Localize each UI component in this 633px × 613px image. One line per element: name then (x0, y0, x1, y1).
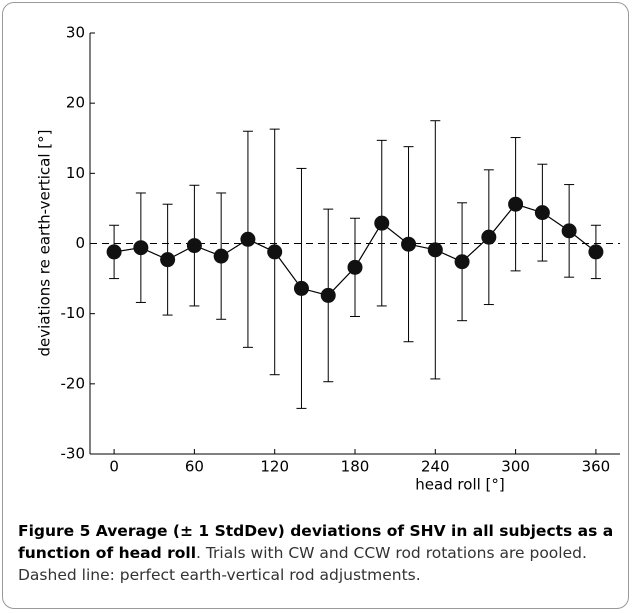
y-tick-label: 30 (66, 24, 85, 42)
y-tick-label: -10 (61, 304, 86, 322)
x-tick-label: 60 (185, 458, 204, 476)
data-point (454, 254, 470, 270)
y-axis-label: deviations re earth-vertical [°] (36, 129, 54, 356)
data-point (401, 236, 417, 252)
data-point (240, 231, 256, 247)
x-tick-label: 240 (421, 458, 450, 476)
caption-title: Figure 5 Average (± 1 StdDev) deviations… (18, 522, 614, 562)
x-tick-label: 360 (582, 458, 611, 476)
chart: head roll [°] deviations re earth-vertic… (36, 24, 620, 494)
data-point (374, 215, 390, 231)
x-axis-label: head roll [°] (415, 476, 505, 494)
data-point (293, 280, 309, 296)
data-point (213, 248, 229, 264)
x-tick-label: 0 (109, 458, 119, 476)
caption: Figure 5 Average (± 1 StdDev) deviations… (18, 520, 618, 586)
data-point (561, 223, 577, 239)
data-point (347, 259, 363, 275)
x-tick-label: 300 (501, 458, 530, 476)
y-tick-label: 10 (66, 164, 85, 182)
y-tick-label: -30 (61, 445, 86, 463)
data-point (320, 287, 336, 303)
data-point (133, 240, 149, 256)
y-tick-label: 0 (75, 234, 85, 252)
data-point (186, 238, 202, 254)
data-point (534, 205, 550, 221)
y-tick-label: 20 (66, 94, 85, 112)
data-point (267, 244, 283, 260)
data-point (160, 252, 176, 268)
data-point (508, 196, 524, 212)
y-tick-label: -20 (61, 374, 86, 392)
x-tick-label: 180 (341, 458, 370, 476)
data-point (588, 244, 604, 260)
data-point (106, 244, 122, 260)
data-point (481, 229, 497, 245)
caption-text: . Trials with CW and CCW rod rotations a… (18, 544, 587, 584)
x-tick-label: 120 (260, 458, 289, 476)
data-point (427, 242, 443, 258)
